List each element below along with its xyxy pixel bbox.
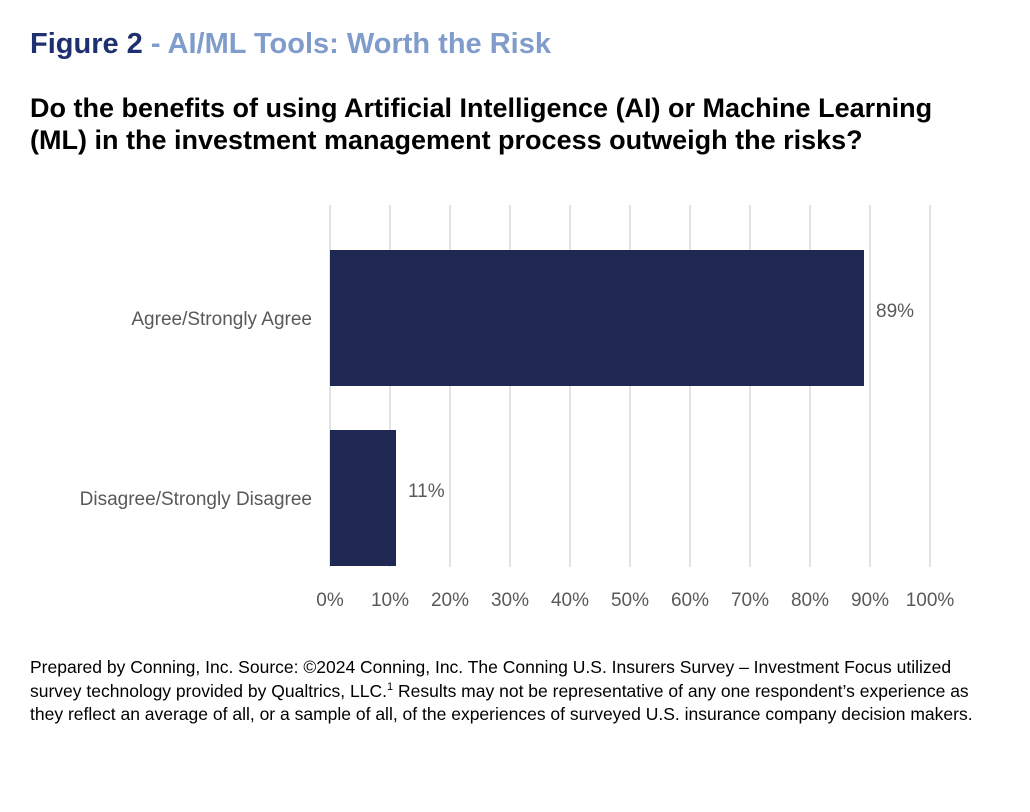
figure-number: Figure 2 [30,28,143,60]
x-tick-label-0: 0% [316,590,344,611]
category-label-1: Disagree/Strongly Disagree [80,489,312,510]
x-tick-label-30: 30% [491,590,529,611]
category-label-0: Agree/Strongly Agree [131,309,312,330]
figure-title-separator: - [150,28,161,60]
bar-chart: Agree/Strongly Agree 89% Disagree/Strongly… [80,205,955,611]
bar-0 [330,250,864,386]
x-tick-label-100: 100% [906,590,955,611]
footnote-superscript: 1 [386,680,394,693]
x-tick-label-60: 60% [671,590,709,611]
x-tick-label-90: 90% [851,590,889,611]
data-label-1: 11% [408,481,445,502]
source-footnote: Prepared by Conning, Inc. Source: ©2024 … [30,656,998,727]
x-tick-label-10: 10% [371,590,409,611]
chart-question: Do the benefits of using Artificial Inte… [30,93,933,155]
x-tick-label-70: 70% [731,590,769,611]
data-label-0: 89% [876,301,914,322]
footnote-text: Prepared by Conning, Inc. Source: ©2024 … [30,657,952,701]
figure-title: Figure 2 - AI/ML Tools: Worth the Risk [30,28,551,61]
x-tick-label-80: 80% [791,590,829,611]
x-tick-label-50: 50% [611,590,649,611]
bar-1 [330,430,396,566]
x-tick-label-20: 20% [431,590,469,611]
figure-subtitle: AI/ML Tools: Worth the Risk [167,28,551,60]
footnote-text-continued: Results may not be representative of any… [30,680,973,725]
x-tick-label-40: 40% [551,590,589,611]
